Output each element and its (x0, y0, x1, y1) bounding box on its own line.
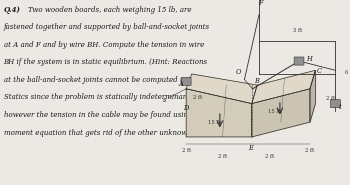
Text: B: B (254, 77, 259, 85)
Text: at the ball-and-socket joints cannot be computed using: at the ball-and-socket joints cannot be … (4, 76, 199, 84)
Text: Q.4): Q.4) (4, 6, 20, 14)
Text: 2 ft: 2 ft (218, 154, 227, 159)
Text: 15 lb: 15 lb (208, 120, 221, 125)
Polygon shape (186, 89, 252, 137)
Text: A: A (179, 80, 183, 88)
FancyBboxPatch shape (330, 100, 340, 108)
Text: t: t (339, 103, 342, 111)
Text: 2 ft: 2 ft (305, 148, 315, 153)
Text: 2 ft: 2 ft (193, 95, 202, 100)
Text: 15 lb: 15 lb (268, 109, 281, 114)
Polygon shape (252, 70, 315, 104)
FancyBboxPatch shape (294, 57, 304, 65)
Polygon shape (186, 74, 257, 104)
Text: moment equation that gets rid of the other unknowns.): moment equation that gets rid of the oth… (4, 129, 200, 137)
Text: BH if the system is in static equilibrium. (Hint: Reactions: BH if the system is in static equilibriu… (4, 58, 208, 66)
Text: E: E (248, 144, 253, 152)
Text: Statics since the problem is statically indeterminant,: Statics since the problem is statically … (4, 93, 192, 101)
Text: H: H (306, 55, 312, 63)
Polygon shape (252, 89, 310, 137)
Text: however the tension in the cable may be found using a: however the tension in the cable may be … (4, 111, 198, 119)
Text: Two wooden boards, each weighing 15 lb, are: Two wooden boards, each weighing 15 lb, … (28, 6, 191, 14)
Text: O: O (236, 68, 241, 76)
Text: 6 ft: 6 ft (344, 70, 350, 75)
Text: C: C (316, 67, 321, 75)
Polygon shape (310, 70, 315, 122)
Text: 2 ft: 2 ft (182, 148, 191, 153)
Text: 3 ft: 3 ft (293, 28, 302, 33)
Text: at A and F and by wire BH. Compute the tension in wire: at A and F and by wire BH. Compute the t… (4, 41, 204, 49)
Text: fastened together and supported by ball-and-socket joints: fastened together and supported by ball-… (4, 23, 210, 31)
FancyBboxPatch shape (181, 77, 191, 85)
Text: 2 ft: 2 ft (265, 154, 274, 159)
Text: s: s (163, 96, 166, 104)
Text: F: F (259, 0, 263, 7)
Text: 2 ft: 2 ft (326, 95, 336, 101)
Text: D: D (183, 104, 189, 112)
